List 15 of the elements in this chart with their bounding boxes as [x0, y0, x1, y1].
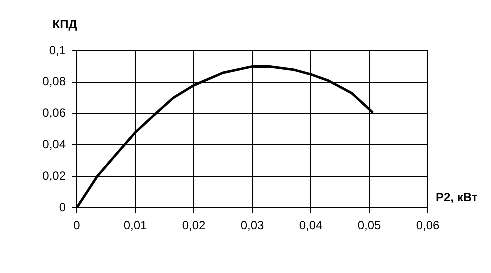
x-axis-title: P2, кВт [436, 190, 478, 204]
y-tick-label: 0,04 [42, 138, 66, 152]
y-tick-label: 0,02 [42, 168, 66, 183]
x-tick-label: 0,04 [299, 218, 323, 233]
x-tick-label: 0 [74, 218, 81, 233]
x-tick-label: 0,05 [358, 218, 382, 233]
x-tick-label: 0,06 [416, 218, 440, 233]
y-tick-label: 0,06 [42, 106, 66, 120]
x-tick-label: 0,02 [182, 218, 206, 233]
y-tick-label: 0,1 [49, 43, 66, 58]
y-tick-label: 0,08 [42, 74, 66, 89]
y-tick-label: 0 [59, 200, 66, 214]
x-tick-label: 0,03 [240, 218, 264, 233]
y-axis-title: КПД [52, 17, 78, 32]
x-tick-label: 0,01 [124, 218, 148, 233]
